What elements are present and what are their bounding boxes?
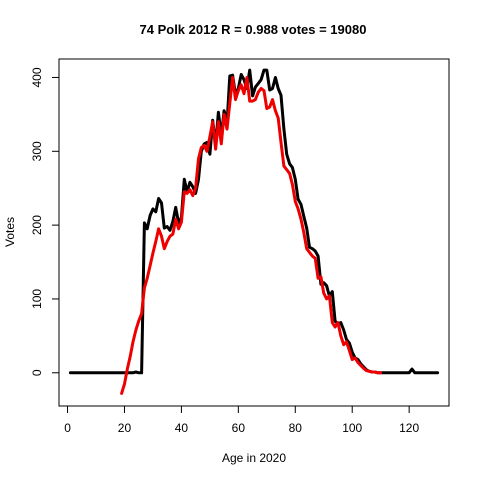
plot-frame xyxy=(58,58,450,407)
y-tick-label: 300 xyxy=(30,141,44,161)
x-axis: 0 20 40 60 80 100 120 xyxy=(64,405,419,435)
chart-title: 74 Polk 2012 R = 0.988 votes = 19080 xyxy=(140,22,367,37)
y-tick-label: 100 xyxy=(30,289,44,309)
x-axis-label: Age in 2020 xyxy=(222,451,286,465)
series-layer xyxy=(68,68,440,395)
x-tick-label: 20 xyxy=(118,421,132,435)
x-tick-label: 60 xyxy=(232,421,246,435)
x-tick-label: 100 xyxy=(342,421,362,435)
x-tick-label: 120 xyxy=(399,421,419,435)
series-line-fit xyxy=(120,76,383,395)
y-tick-label: 200 xyxy=(30,215,44,235)
y-tick-label: 0 xyxy=(30,369,44,376)
x-tick-label: 0 xyxy=(64,421,71,435)
y-axis: 0 100 200 300 400 xyxy=(30,67,60,376)
y-tick-label: 400 xyxy=(30,67,44,87)
series-line-actual xyxy=(68,68,440,375)
x-tick-label: 80 xyxy=(289,421,303,435)
x-tick-label: 40 xyxy=(175,421,189,435)
y-axis-label: Votes xyxy=(3,217,17,247)
